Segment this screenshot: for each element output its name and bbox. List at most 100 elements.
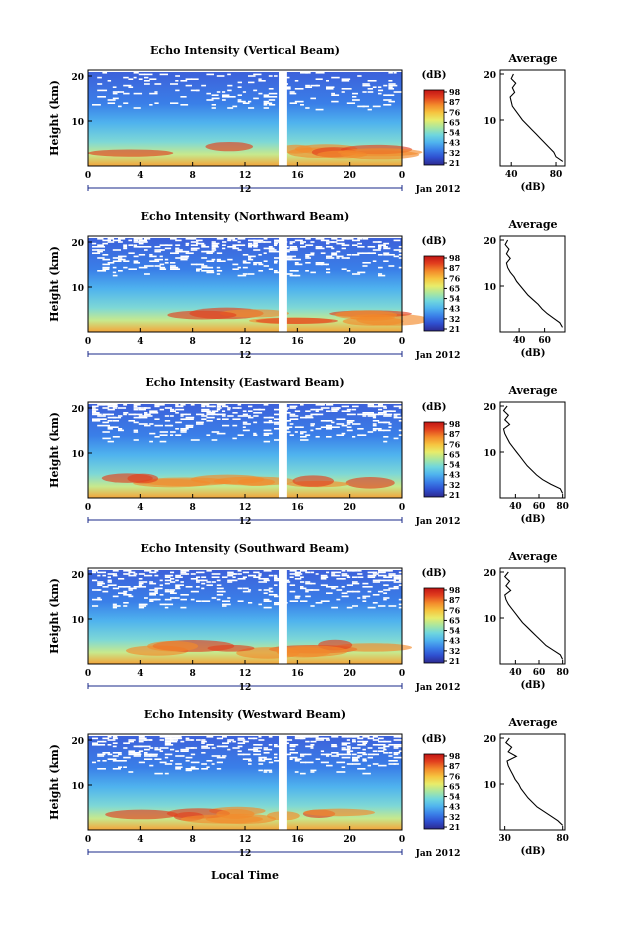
missing-cell — [92, 570, 99, 572]
missing-cell — [175, 408, 185, 411]
missing-cell — [362, 238, 369, 240]
missing-cell — [362, 84, 371, 87]
missing-cell — [383, 597, 390, 599]
missing-cell — [305, 736, 313, 738]
missing-cell — [185, 747, 195, 749]
missing-cell — [112, 742, 118, 744]
missing-cell — [216, 737, 224, 740]
missing-cell — [326, 246, 333, 248]
missing-cell — [346, 750, 354, 752]
missing-cell — [331, 752, 339, 754]
average-x-label: (dB) — [521, 680, 546, 691]
missing-cell — [310, 424, 315, 427]
missing-cell — [263, 421, 271, 424]
missing-cell — [336, 771, 346, 773]
missing-cell — [378, 92, 382, 95]
missing-cell — [211, 413, 219, 416]
missing-cell — [268, 92, 278, 95]
missing-cell — [128, 574, 137, 577]
missing-cell — [211, 246, 219, 248]
missing-cell — [232, 268, 239, 270]
missing-cell — [284, 76, 290, 79]
missing-cell — [253, 97, 259, 100]
missing-cell — [378, 405, 384, 408]
missing-cell — [352, 423, 361, 425]
missing-cell — [398, 254, 407, 256]
missing-cell — [367, 590, 372, 593]
missing-cell — [144, 266, 148, 269]
missing-cell — [185, 78, 193, 80]
missing-cell — [237, 407, 242, 409]
missing-cell — [253, 262, 263, 264]
missing-cell — [268, 587, 273, 590]
missing-cell — [383, 415, 392, 417]
missing-cell — [378, 590, 384, 593]
missing-cell — [107, 758, 117, 760]
colorbar-tick-label: 43 — [449, 304, 461, 314]
missing-cell — [310, 271, 316, 274]
missing-cell — [367, 88, 373, 90]
missing-cell — [253, 246, 258, 248]
missing-cell — [201, 408, 210, 411]
missing-cell — [196, 242, 205, 245]
missing-cell — [211, 97, 220, 100]
missing-cell — [149, 739, 153, 741]
missing-cell — [383, 260, 389, 262]
missing-cell — [305, 86, 313, 88]
missing-cell — [331, 100, 339, 103]
missing-cell — [196, 270, 200, 272]
date-label: Jan 2012 — [415, 185, 461, 195]
data-gap — [279, 401, 287, 499]
missing-cell — [383, 598, 387, 601]
missing-cell — [362, 83, 370, 85]
missing-cell — [164, 420, 171, 422]
missing-cell — [383, 246, 388, 248]
missing-cell — [310, 254, 315, 256]
missing-cell — [133, 408, 139, 411]
missing-cell — [315, 246, 323, 248]
date-label: Jan 2012 — [415, 683, 461, 693]
missing-cell — [352, 758, 358, 760]
missing-cell — [331, 410, 338, 412]
missing-cell — [133, 72, 139, 74]
missing-cell — [201, 418, 207, 420]
missing-cell — [258, 760, 266, 762]
missing-cell — [320, 574, 328, 577]
missing-cell — [206, 410, 211, 412]
average-x-label: (dB) — [521, 846, 546, 857]
missing-cell — [393, 753, 399, 756]
missing-cell — [159, 266, 166, 269]
missing-cell — [123, 244, 128, 246]
missing-cell — [331, 587, 336, 590]
data-gap — [279, 235, 287, 333]
missing-cell — [180, 415, 184, 417]
missing-cell — [216, 91, 221, 93]
missing-cell — [92, 242, 97, 245]
missing-cell — [268, 420, 273, 422]
day-marker: 12 — [239, 683, 252, 693]
missing-cell — [102, 242, 108, 245]
missing-cell — [159, 440, 167, 443]
missing-cell — [123, 590, 128, 593]
missing-cell — [222, 418, 229, 420]
missing-cell — [211, 576, 220, 578]
missing-cell — [263, 598, 270, 601]
missing-cell — [378, 737, 384, 740]
colorbar-tick-label: 32 — [449, 314, 460, 324]
missing-cell — [154, 91, 158, 93]
missing-cell — [294, 80, 299, 82]
missing-cell — [383, 576, 393, 578]
missing-cell — [294, 736, 302, 738]
missing-cell — [305, 84, 310, 87]
missing-cell — [383, 740, 392, 743]
missing-cell — [346, 420, 355, 422]
missing-cell — [211, 107, 216, 109]
missing-cell — [170, 83, 179, 85]
missing-cell — [211, 431, 220, 433]
missing-cell — [102, 431, 110, 433]
missing-cell — [320, 426, 329, 428]
missing-cell — [341, 88, 348, 90]
missing-cell — [383, 748, 387, 751]
missing-cell — [263, 416, 272, 419]
missing-cell — [227, 597, 231, 599]
